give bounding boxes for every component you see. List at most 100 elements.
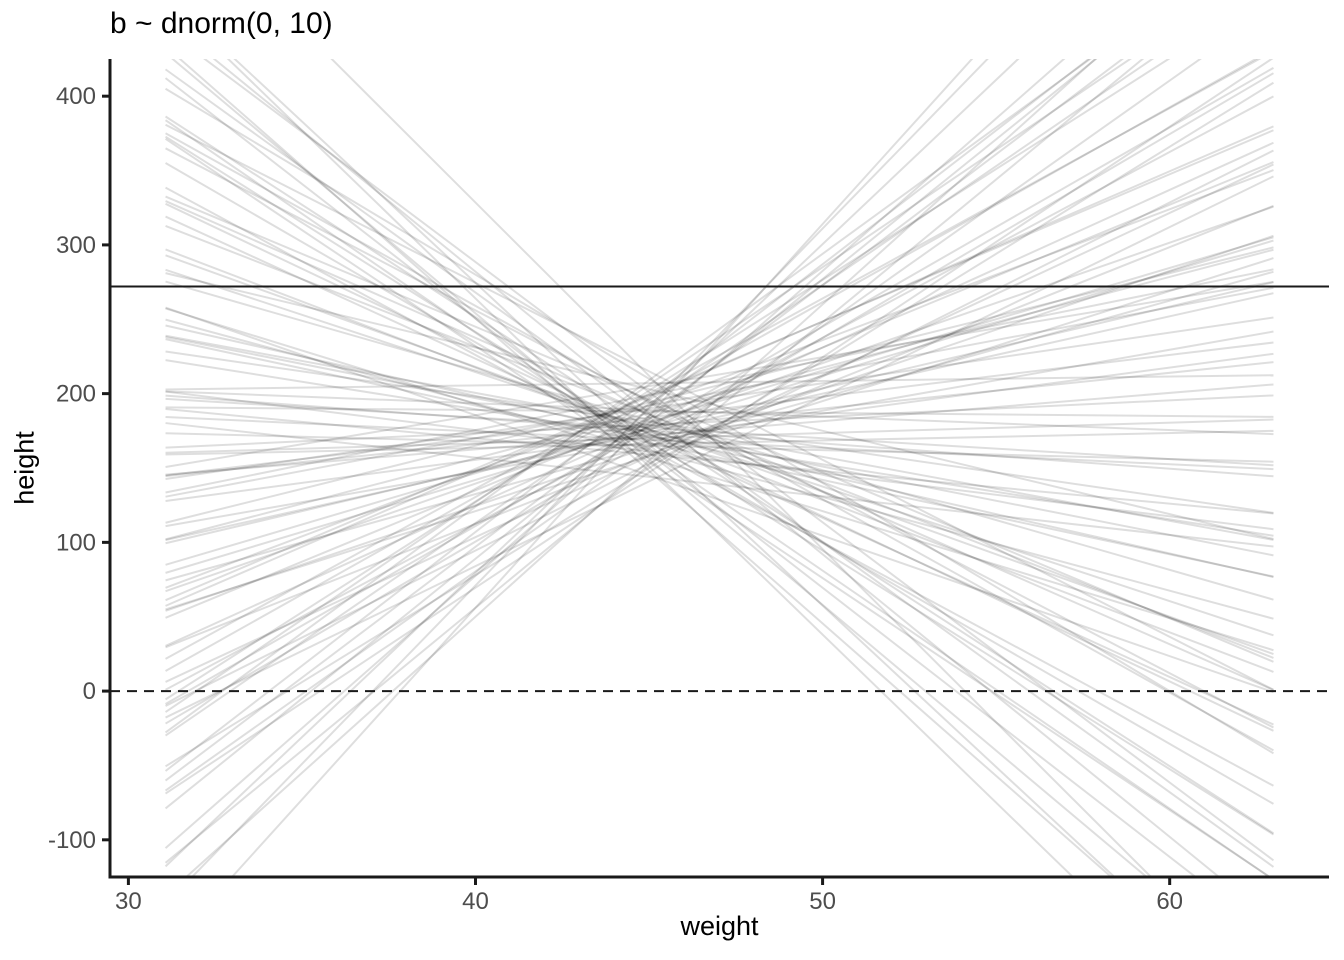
prior-line bbox=[165, 270, 1274, 582]
prior-line bbox=[165, 195, 1274, 663]
prior-line bbox=[165, 306, 1274, 694]
prior-line bbox=[178, 59, 1113, 877]
prior-line bbox=[165, 307, 1274, 652]
prior-line bbox=[165, 169, 1274, 589]
prior-line bbox=[165, 72, 1274, 725]
prior-line bbox=[165, 141, 1274, 647]
prior-line bbox=[164, 119, 1272, 877]
y-axis-title: height bbox=[9, 431, 40, 505]
prior-line bbox=[165, 162, 1274, 805]
prior-line bbox=[165, 272, 1274, 540]
prior-line bbox=[171, 59, 1149, 877]
prior-line bbox=[165, 236, 1274, 566]
prior-line bbox=[165, 132, 1274, 752]
prior-line bbox=[165, 205, 1274, 593]
x-axis-title: weight bbox=[680, 911, 759, 941]
y-tick-label: 0 bbox=[83, 678, 96, 705]
prior-line bbox=[164, 59, 1202, 792]
prior-line bbox=[165, 268, 1274, 637]
prior-line bbox=[164, 59, 1155, 737]
prior-line bbox=[165, 149, 1274, 707]
prior-line bbox=[165, 268, 1274, 494]
prior-line bbox=[164, 77, 1198, 877]
y-tick-label: -100 bbox=[48, 827, 96, 854]
prior-line bbox=[165, 59, 1258, 672]
prior-line bbox=[165, 248, 1274, 541]
prior-line bbox=[164, 59, 1066, 849]
prior-line bbox=[165, 202, 1274, 732]
y-tick-label: 300 bbox=[56, 232, 96, 259]
prior-line bbox=[230, 59, 974, 877]
prior-line bbox=[165, 318, 1274, 620]
prior-line bbox=[164, 59, 1098, 810]
prior-line bbox=[164, 59, 1132, 713]
prior-line bbox=[165, 390, 1274, 531]
prior-line bbox=[165, 429, 1274, 456]
prior-line bbox=[165, 408, 1274, 515]
prior-line bbox=[165, 341, 1274, 477]
prior-line bbox=[165, 224, 1274, 659]
prior-line bbox=[165, 336, 1274, 557]
prior-line bbox=[165, 135, 1274, 836]
y-tick-label: 400 bbox=[56, 83, 96, 110]
prior-line bbox=[165, 350, 1274, 514]
prior-line bbox=[330, 59, 1153, 877]
prior-line bbox=[165, 254, 1274, 656]
prior-line bbox=[165, 163, 1274, 683]
prior-line bbox=[165, 432, 1274, 463]
prior-line bbox=[164, 115, 1275, 835]
prior-line bbox=[165, 59, 1262, 660]
prior-lines-group bbox=[164, 59, 1275, 877]
x-tick-label: 40 bbox=[462, 888, 489, 915]
prior-line bbox=[165, 394, 1274, 478]
prior-line bbox=[165, 359, 1274, 537]
x-tick-label: 30 bbox=[115, 888, 142, 915]
prior-line bbox=[184, 59, 1097, 877]
x-tick-label: 60 bbox=[1156, 888, 1183, 915]
prior-line bbox=[203, 59, 1275, 862]
prior-line bbox=[165, 95, 1274, 691]
prior-line bbox=[165, 66, 1274, 705]
prior-line bbox=[164, 138, 1272, 877]
prior-line bbox=[165, 239, 1274, 574]
prior-line bbox=[165, 418, 1274, 454]
prior-line bbox=[165, 125, 1274, 607]
prior-line bbox=[165, 374, 1274, 391]
prior-line bbox=[165, 200, 1274, 691]
prior-line bbox=[165, 316, 1274, 480]
prior-line bbox=[165, 286, 1274, 498]
prior-line bbox=[165, 397, 1274, 467]
prior-line bbox=[165, 334, 1274, 541]
prior-line bbox=[165, 246, 1274, 524]
prior-line bbox=[165, 186, 1274, 787]
prior-line bbox=[165, 406, 1274, 418]
y-tick-label: 200 bbox=[56, 381, 96, 408]
prior-line bbox=[164, 59, 1171, 701]
prior-line bbox=[165, 257, 1274, 611]
prior-line bbox=[165, 361, 1274, 478]
prior-line bbox=[164, 59, 1145, 864]
prior-line bbox=[165, 161, 1274, 619]
plot-title: b ~ dnorm(0, 10) bbox=[110, 7, 333, 40]
prior-line bbox=[165, 147, 1274, 729]
prior-line bbox=[165, 324, 1274, 579]
prior-line bbox=[233, 59, 1116, 877]
prior-line bbox=[165, 280, 1274, 468]
prior-line bbox=[165, 330, 1274, 528]
prior-line bbox=[165, 415, 1274, 471]
prior-line bbox=[165, 123, 1274, 691]
x-tick-label: 50 bbox=[809, 888, 836, 915]
prior-line bbox=[165, 129, 1274, 602]
prior-line bbox=[164, 59, 1091, 772]
prior-line bbox=[165, 175, 1274, 719]
prior-line bbox=[165, 422, 1274, 548]
prior-line bbox=[165, 234, 1274, 612]
prior-line bbox=[165, 281, 1274, 545]
prior-line bbox=[165, 248, 1274, 673]
prior-line bbox=[164, 59, 1274, 795]
prior-line bbox=[165, 280, 1274, 601]
prior-line bbox=[212, 59, 1221, 877]
prior-line bbox=[165, 394, 1274, 449]
prior-line bbox=[164, 68, 1275, 868]
